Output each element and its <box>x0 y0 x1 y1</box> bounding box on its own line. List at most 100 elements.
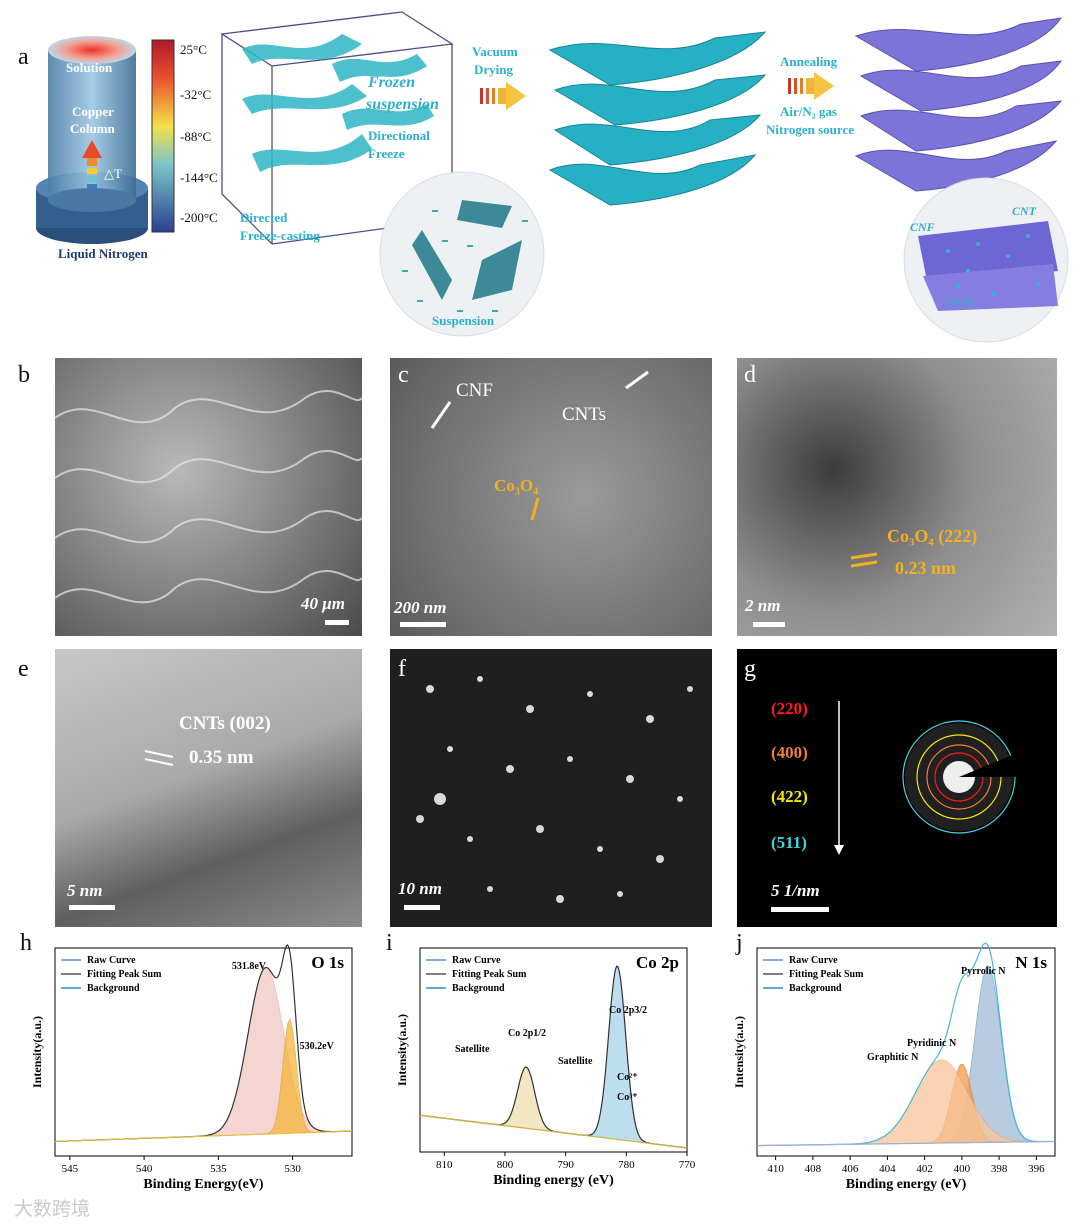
c-cnts-label: CNTs <box>562 404 607 425</box>
copper-label-1: Copper <box>72 104 114 119</box>
drying-arrow-icon <box>480 82 526 110</box>
temp-label-2: -88°C <box>180 129 212 144</box>
x-tick-label: 408 <box>805 1163 822 1175</box>
sem-texture <box>55 390 362 604</box>
plot-frame <box>54 947 353 1157</box>
nitrogen-source-label: Nitrogen source <box>766 122 854 137</box>
chart-title: N 1s <box>1015 953 1047 972</box>
annealed-stack-illustration <box>854 17 1063 192</box>
watermark: 大数跨境 <box>14 1198 91 1220</box>
legend-label: Raw Curve <box>452 955 501 966</box>
x-tick-label: 780 <box>618 1159 635 1171</box>
scale-label-c: 200 nm <box>394 598 447 617</box>
background-line <box>419 1114 688 1149</box>
c-co3o4-label: Co₃O₄ <box>494 476 539 495</box>
x-tick-label: 398 <box>991 1163 1008 1175</box>
x-tick-label: 410 <box>767 1163 784 1175</box>
delta-t-label: △T <box>104 166 122 181</box>
panel-label-f: f <box>398 656 406 682</box>
haadf-image-f: 10 nm <box>390 649 712 927</box>
d-spacing-marker <box>850 552 878 568</box>
background-line <box>756 1140 1056 1147</box>
chart-title: O 1s <box>311 953 344 972</box>
scale-label-d: 2 nm <box>745 596 781 615</box>
copper-label-2: Column <box>70 121 115 136</box>
scale-label-g: 5 1/nm <box>771 881 820 900</box>
legend-label: Raw Curve <box>789 955 838 966</box>
peak-annotation: Co²⁺ <box>617 1072 638 1083</box>
suspension-circle-illustration <box>379 171 545 337</box>
d-spacing-label: 0.23 nm <box>895 558 957 578</box>
temp-label-1: -32°C <box>180 87 212 102</box>
x-tick-label: 404 <box>879 1163 896 1175</box>
e-spacing-label: 0.35 nm <box>189 747 254 768</box>
annealing-label: Annealing <box>780 54 838 69</box>
x-tick-label: 530 <box>284 1163 301 1175</box>
scale-label-f: 10 nm <box>398 879 442 898</box>
directed-label-1: Directed <box>240 210 288 225</box>
directional-label-2: Freeze <box>368 146 405 161</box>
saed-image-g: (220) (400) (422) (511) 5 1/nm <box>737 649 1057 927</box>
directional-label-1: Directional <box>368 128 430 143</box>
ring-label-511: (511) <box>771 833 807 852</box>
y-axis-label: Intensity(a.u.) <box>30 1016 44 1088</box>
peak-annotation: Co 2p1/2 <box>508 1028 546 1039</box>
x-tick-label: 770 <box>679 1159 696 1171</box>
legend-label: Background <box>789 983 842 994</box>
f-particles <box>416 676 693 903</box>
peak-label: Pyridinic N <box>907 1038 957 1049</box>
co3o4-label: Co₃O₄ <box>946 294 978 308</box>
cnt-label: CNT <box>1012 204 1036 218</box>
x-tick-label: 402 <box>916 1163 933 1175</box>
x-tick-label: 810 <box>436 1159 453 1171</box>
scale-bar-d <box>753 622 785 627</box>
panel-label-d: d <box>744 362 756 388</box>
temp-label-4: -200°C <box>180 210 218 225</box>
legend-label: Fitting Peak Sum <box>789 969 864 980</box>
scale-bar-g <box>771 907 829 912</box>
hrtem-image-d: Co₃O₄ (222) 0.23 nm 2 nm <box>737 358 1057 636</box>
peak-annotation: Satellite <box>558 1056 593 1067</box>
peak-area <box>419 1066 688 1149</box>
x-tick-label: 535 <box>210 1163 227 1175</box>
sem-image-b: 40 μm <box>55 358 362 636</box>
xps-o1s-chart: 545 540 535 530 Binding Energy(eV) Intensity(… <box>30 944 353 1192</box>
plot-frame <box>419 947 688 1153</box>
x-tick-label: 540 <box>136 1163 153 1175</box>
temp-label-0: 25°C <box>180 42 207 57</box>
x-tick-label: 400 <box>954 1163 971 1175</box>
legend-label: Fitting Peak Sum <box>87 969 162 980</box>
scale-label-e: 5 nm <box>67 881 103 900</box>
solution-label: Solution <box>66 60 113 75</box>
e-plane-label: CNTs (002) <box>179 713 271 734</box>
ring-label-400: (400) <box>771 743 808 762</box>
x-axis-label: Binding Energy(eV) <box>143 1177 264 1192</box>
panel-label-c: c <box>398 362 409 388</box>
x-axis-label: Binding energy (eV) <box>493 1173 614 1188</box>
legend-label: Background <box>87 983 140 994</box>
vacuum-label-2: Drying <box>474 62 513 77</box>
dried-stack-illustration <box>548 31 767 206</box>
composite-circle-illustration <box>903 177 1069 343</box>
scale-label-b: 40 μm <box>301 594 345 613</box>
peak-annotation: Co³⁺ <box>617 1092 638 1103</box>
x-tick-label: 545 <box>62 1163 79 1175</box>
c-cnf-label: CNF <box>456 380 493 401</box>
x-tick-label: 396 <box>1028 1163 1045 1175</box>
xps-n1s-chart: 410 408 406 404 402 400 398 396 Binding energy (… <box>732 942 1056 1192</box>
scale-bar-f <box>404 905 440 910</box>
cnf-label: CNF <box>910 220 935 234</box>
vacuum-label-1: Vacuum <box>472 44 518 59</box>
saed-pattern <box>834 701 1037 855</box>
c-arrows <box>430 370 649 521</box>
panel-label-j: j <box>736 930 743 956</box>
annealing-arrow-icon <box>788 72 834 100</box>
peak-label: Graphitic N <box>867 1052 919 1063</box>
panel-label-i: i <box>386 930 393 956</box>
suspension-label: Suspension <box>432 313 495 328</box>
y-axis-label: Intensity(a.u.) <box>395 1014 409 1086</box>
d-plane-label: Co₃O₄ (222) <box>887 526 978 546</box>
peak-label: Pyrrolic N <box>961 966 1006 977</box>
hrtem-image-e: CNTs (002) 0.35 nm 5 nm <box>55 649 362 927</box>
scale-bar-b <box>325 620 349 625</box>
